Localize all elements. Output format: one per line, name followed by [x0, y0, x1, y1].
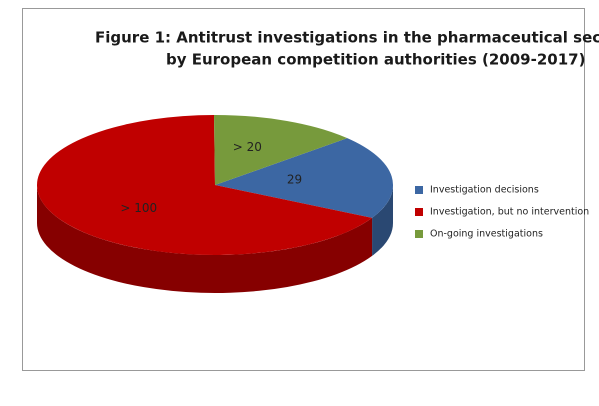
slice-side	[372, 185, 393, 256]
legend-label: Investigation decisions	[430, 185, 539, 196]
data-label: > 20	[233, 140, 262, 154]
slice	[36, 115, 373, 256]
legend-swatch	[415, 186, 423, 194]
chart-title: by European competition authorities (200…	[166, 51, 585, 69]
slice-side	[36, 185, 373, 293]
chart-title: Figure 1: Antitrust investigations in th…	[95, 29, 599, 47]
slice	[213, 115, 348, 185]
legend-swatch	[415, 230, 423, 238]
legend-label: Investigation, but no intervention	[430, 207, 589, 218]
legend-label: On-going investigations	[430, 229, 543, 240]
slice	[215, 138, 393, 218]
data-label: > 100	[120, 201, 157, 215]
data-label: 29	[287, 173, 302, 187]
legend-swatch	[415, 208, 423, 216]
